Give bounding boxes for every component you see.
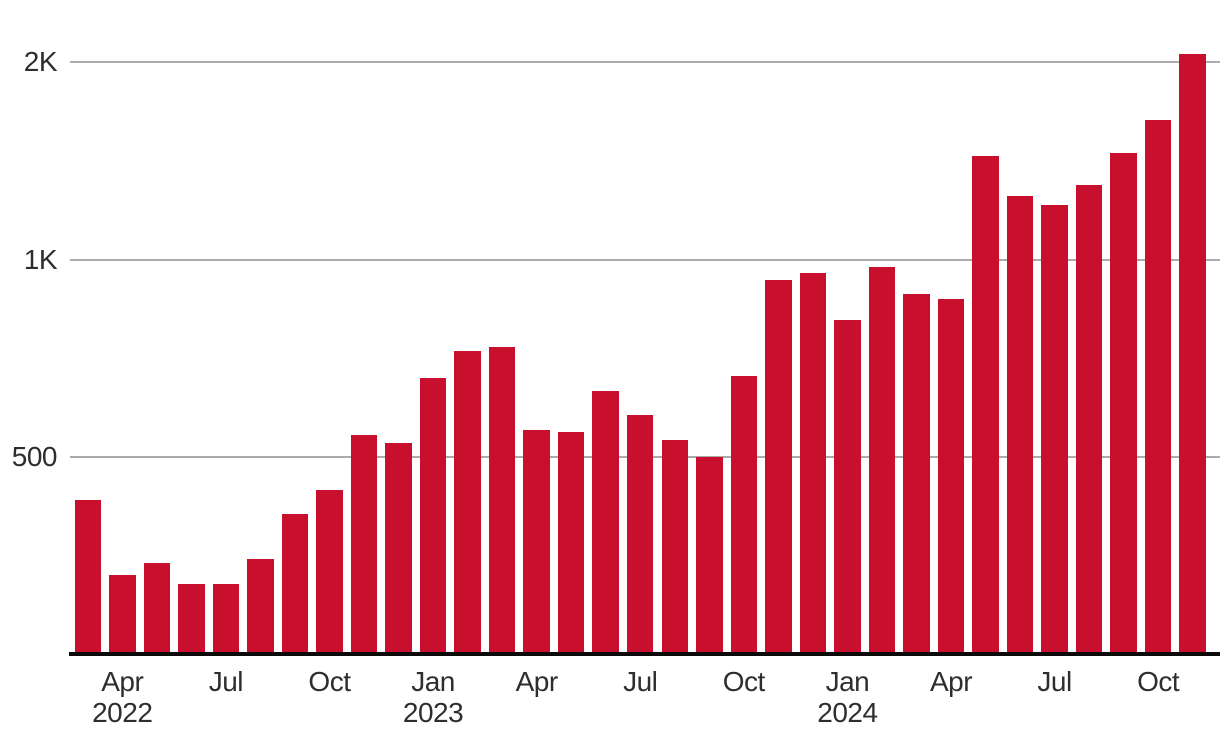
bar[interactable] <box>557 432 585 654</box>
x-axis-line <box>69 652 1220 656</box>
bar[interactable] <box>1006 195 1034 654</box>
y-gridline <box>70 258 1220 261</box>
bar[interactable] <box>488 347 516 654</box>
y-axis-tick-label: 1K <box>23 243 58 275</box>
x-tick-month: Apr <box>515 666 559 697</box>
x-axis-tick-label: Apr <box>477 666 597 697</box>
bar[interactable] <box>523 429 550 654</box>
bar[interactable] <box>626 414 654 654</box>
x-tick-month: Apr <box>929 666 973 697</box>
x-tick-year: 2024 <box>817 697 878 728</box>
x-axis-tick-label: Jul <box>580 666 700 697</box>
bar[interactable] <box>316 490 343 654</box>
bar[interactable] <box>799 272 827 654</box>
x-axis-tick-label: Oct <box>269 666 389 697</box>
bar[interactable] <box>1179 53 1206 654</box>
bar[interactable] <box>178 584 205 654</box>
bar[interactable] <box>1041 205 1068 654</box>
bar[interactable] <box>109 575 136 654</box>
bar[interactable] <box>1075 184 1103 654</box>
x-tick-month: Apr <box>101 666 144 697</box>
bar[interactable] <box>972 155 999 654</box>
bar[interactable] <box>385 443 412 654</box>
bar[interactable] <box>212 584 240 654</box>
bar[interactable] <box>454 351 481 654</box>
x-axis-tick-label: Apr <box>891 666 1011 697</box>
bar[interactable] <box>1144 120 1172 654</box>
x-axis-tick-label: Oct <box>684 666 804 697</box>
bar[interactable] <box>834 319 861 654</box>
bar[interactable] <box>903 294 930 654</box>
x-axis-tick-label: Jul <box>995 666 1115 697</box>
bar[interactable] <box>1110 152 1137 654</box>
x-axis-tick-label: Oct <box>1098 666 1218 697</box>
x-tick-month: Jul <box>208 666 244 697</box>
x-tick-month: Oct <box>1137 666 1180 697</box>
bar[interactable] <box>143 562 171 654</box>
x-tick-month: Oct <box>722 666 766 697</box>
x-axis-tick-label: Jan 2023 <box>373 666 493 728</box>
y-gridline <box>70 61 1220 63</box>
x-tick-month: Oct <box>308 666 351 697</box>
bar[interactable] <box>937 299 965 654</box>
bar[interactable] <box>74 499 101 654</box>
bar[interactable] <box>661 440 688 654</box>
bar[interactable] <box>247 558 274 654</box>
y-axis-tick-label: 500 <box>11 441 58 472</box>
bar[interactable] <box>730 375 758 654</box>
bar[interactable] <box>350 435 378 654</box>
y-axis-tick-label: 2K <box>23 46 58 77</box>
bar[interactable] <box>696 457 723 654</box>
x-tick-month: Jul <box>1037 666 1072 697</box>
bar[interactable] <box>281 513 309 654</box>
bar[interactable] <box>592 391 619 654</box>
x-axis-tick-label: Jan 2024 <box>787 666 907 728</box>
x-axis-tick-label: Apr 2022 <box>62 666 182 728</box>
x-tick-month: Jan <box>825 666 870 697</box>
bar[interactable] <box>419 377 447 654</box>
x-tick-year: 2022 <box>92 697 153 728</box>
bar[interactable] <box>868 266 896 654</box>
x-tick-month: Jul <box>623 666 658 697</box>
x-tick-month: Jan <box>411 666 455 697</box>
x-tick-year: 2023 <box>402 697 464 728</box>
x-axis-tick-label: Jul <box>166 666 286 697</box>
bar[interactable] <box>765 280 792 654</box>
